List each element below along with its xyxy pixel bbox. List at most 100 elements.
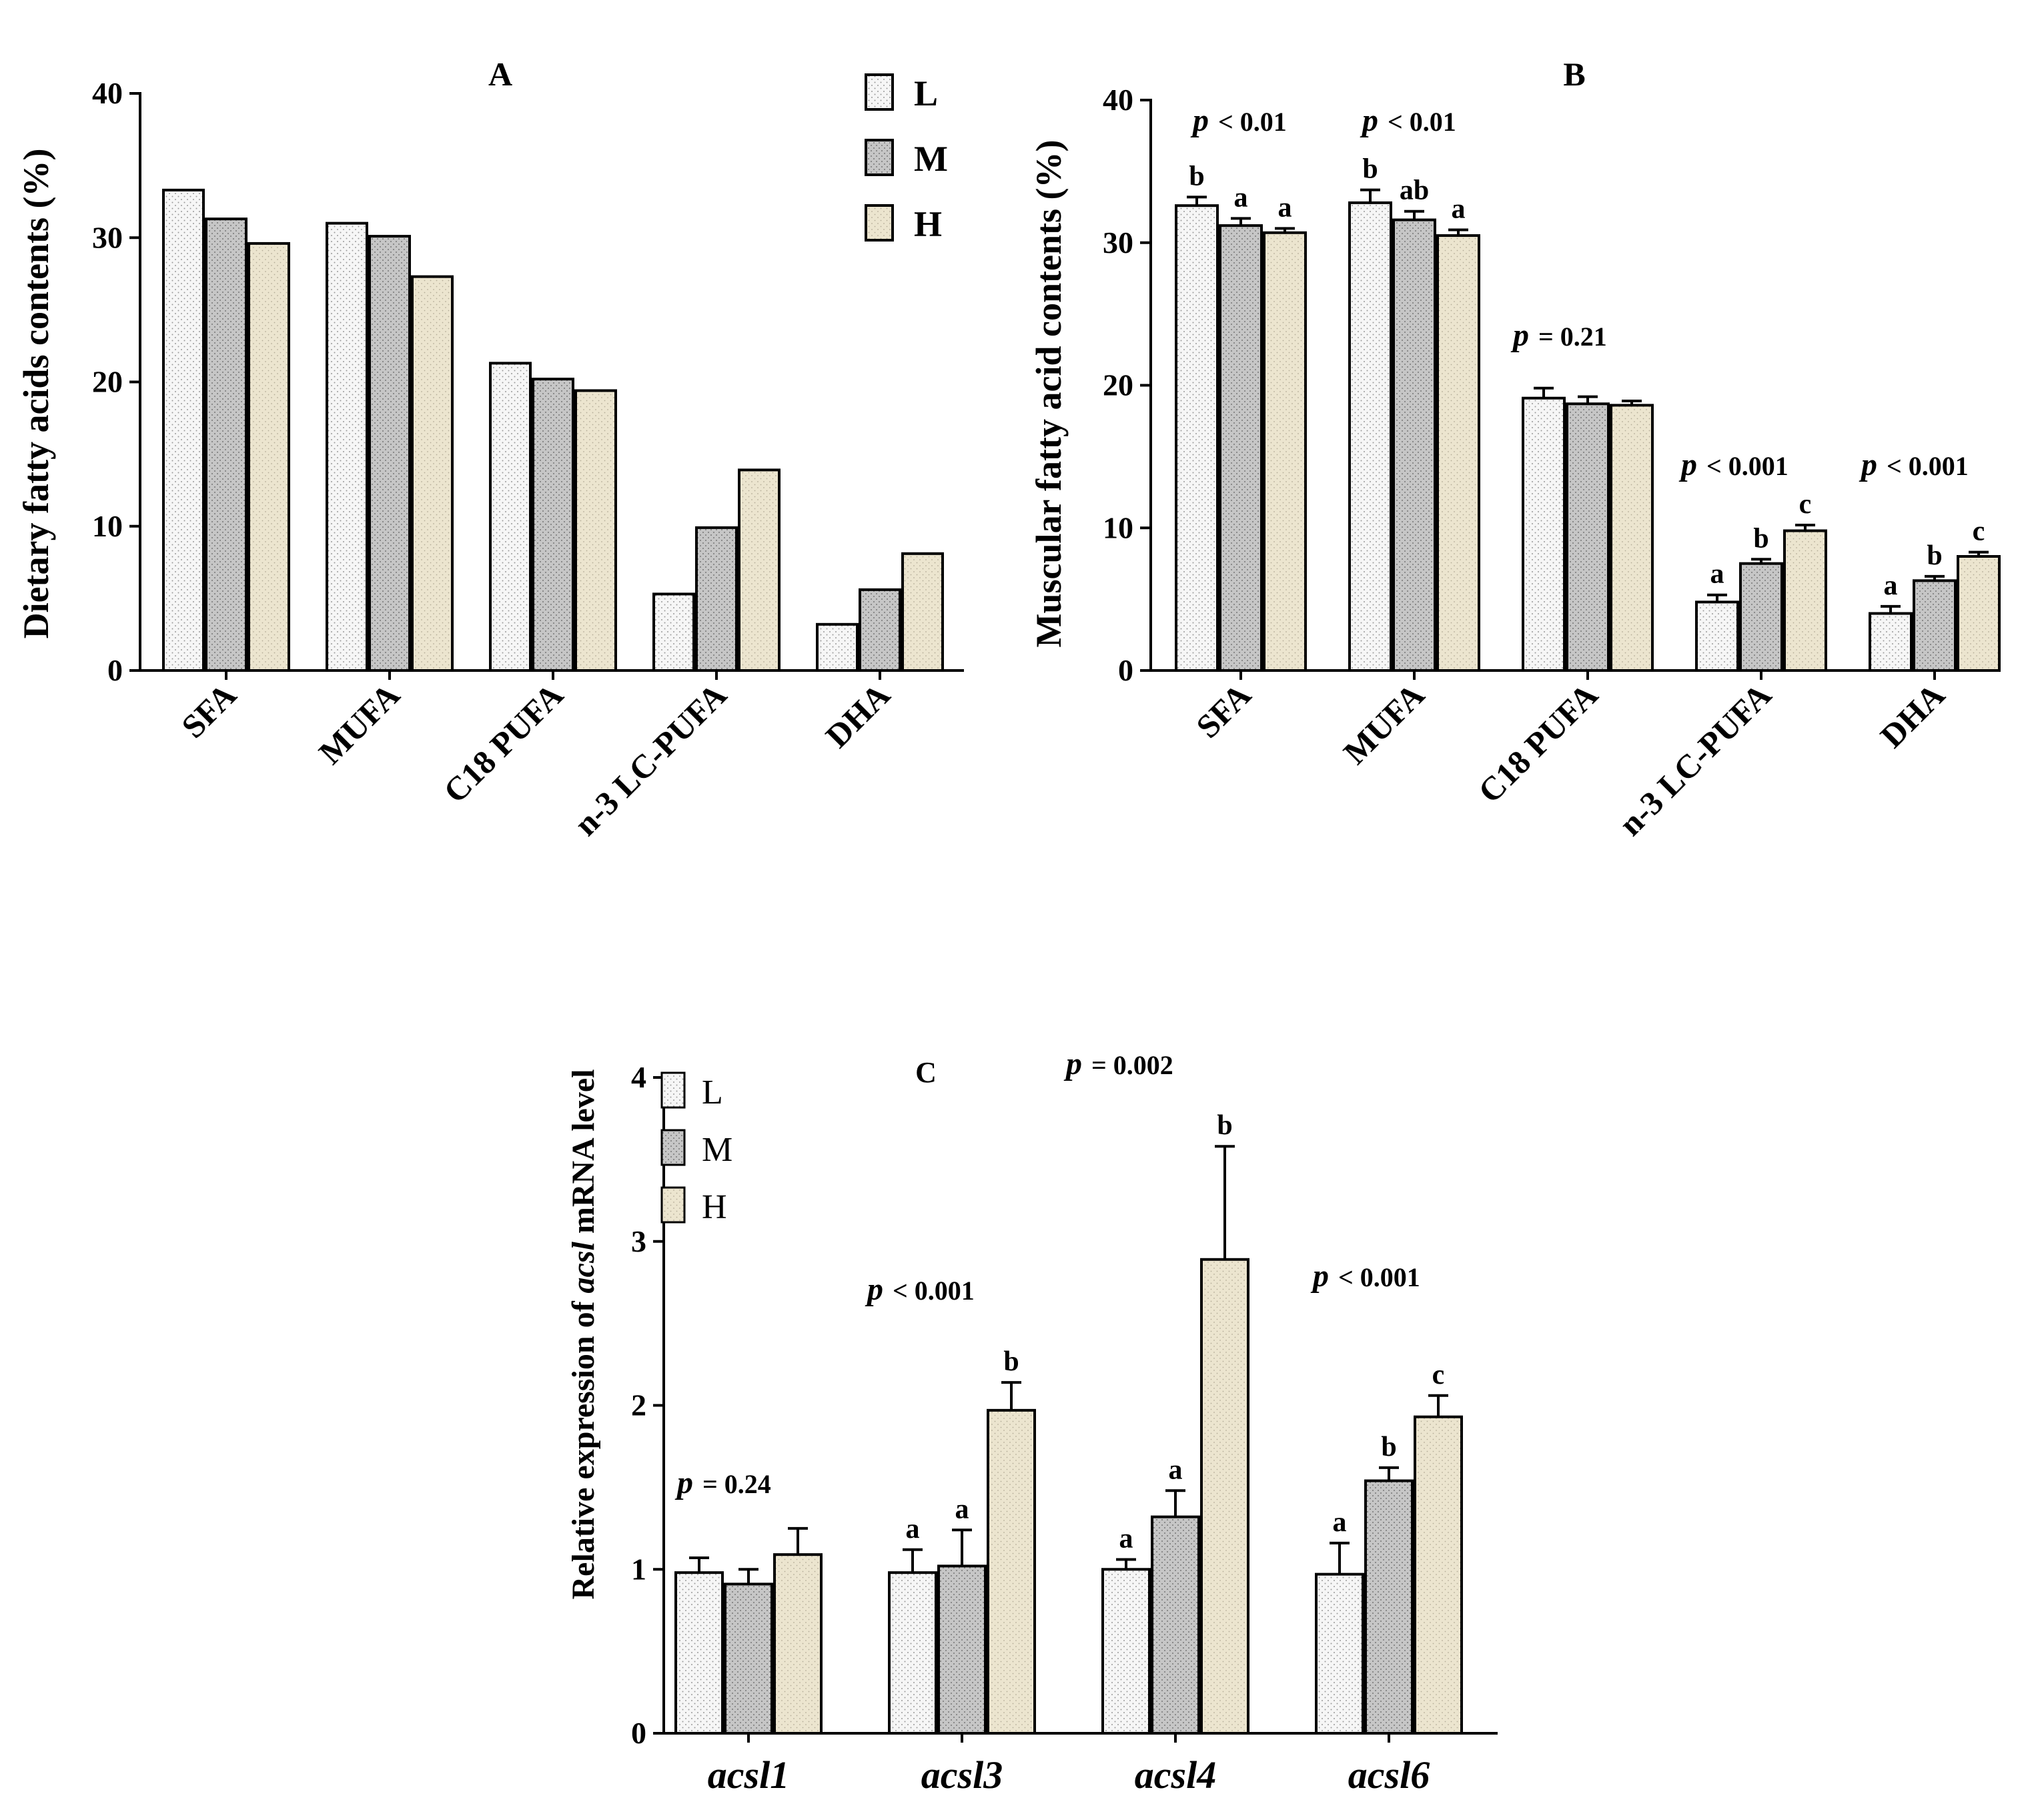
x-category-label: acsl1: [708, 1753, 789, 1797]
bar-h-sfa: [1263, 231, 1307, 672]
p-symbol: p: [1360, 103, 1378, 138]
p-value-text: < 0.001: [1706, 451, 1788, 481]
legend-swatch-l: [865, 73, 894, 111]
bar-m-c18-pufa: [532, 378, 574, 672]
x-category-label: acsl3: [921, 1753, 1003, 1797]
legend-label-h: H: [702, 1188, 727, 1226]
significance-letter: a: [1234, 182, 1248, 213]
p-value-annotation: p < 0.001: [1678, 447, 1788, 482]
significance-letter: a: [1884, 570, 1898, 601]
significance-letter: ab: [1400, 175, 1429, 206]
legend-label-m: M: [702, 1131, 732, 1169]
p-value-text: = 0.24: [702, 1469, 771, 1499]
significance-letter: a: [1333, 1507, 1347, 1538]
p-symbol: p: [1859, 447, 1877, 482]
panel-b-y-axis-label: Muscular fatty acid contents (%): [1029, 140, 1069, 648]
y-tick-label: 0: [1118, 653, 1133, 687]
significance-letter: b: [1362, 154, 1378, 185]
significance-letter: c: [1973, 516, 1985, 547]
legend-swatch-m: [865, 139, 894, 176]
y-tick-label: 30: [1103, 225, 1133, 260]
bar-m-n-3-lc-pufa: [695, 526, 738, 672]
significance-letter: a: [1119, 1524, 1133, 1554]
bar-m-mufa: [1392, 218, 1436, 672]
bar-l-c18-pufa: [489, 362, 532, 672]
bar-l-acsl6: [1315, 1572, 1364, 1735]
bar-l-acsl4: [1101, 1568, 1151, 1735]
significance-letter: b: [1381, 1432, 1396, 1462]
bar-h-sfa: [247, 242, 290, 672]
x-category-label: n-3 LC-PUFA: [567, 676, 734, 843]
p-symbol: p: [1190, 103, 1209, 138]
p-symbol: p: [1678, 447, 1697, 482]
bar-l-sfa: [1175, 204, 1219, 672]
bar-m-acsl6: [1364, 1479, 1414, 1735]
bar-l-dha: [1869, 612, 1913, 672]
bar-h-acsl1: [773, 1553, 823, 1735]
p-value-text: < 0.01: [1218, 107, 1287, 137]
panel-c-y-axis-label-pre: Relative expression of: [566, 1293, 601, 1599]
bar-h-c18-pufa: [1610, 404, 1654, 672]
p-symbol: p: [1310, 1258, 1329, 1294]
bar-l-n-3-lc-pufa: [652, 592, 695, 672]
legend-swatch-m: [660, 1129, 686, 1166]
bar-m-acsl1: [724, 1582, 773, 1735]
y-tick-label: 0: [631, 1716, 646, 1750]
bar-m-sfa: [205, 217, 247, 672]
significance-letter: a: [1169, 1454, 1183, 1485]
legend-label-l: L: [914, 73, 938, 113]
p-value-text: < 0.01: [1388, 107, 1456, 137]
bar-m-sfa: [1219, 224, 1263, 672]
y-tick-label: 20: [1103, 368, 1133, 402]
bar-m-acsl4: [1151, 1515, 1200, 1735]
panel-c-title: C: [915, 1056, 937, 1089]
legend-label-h: H: [914, 204, 942, 244]
bar-l-c18-pufa: [1522, 396, 1566, 672]
p-value-annotation: p < 0.001: [865, 1272, 975, 1307]
p-symbol: p: [1063, 1046, 1082, 1081]
y-tick-label: 0: [107, 653, 123, 687]
bar-m-c18-pufa: [1566, 402, 1610, 672]
bar-m-n-3-lc-pufa: [1739, 562, 1783, 672]
bar-l-dha: [816, 622, 859, 672]
legend-swatch-h: [660, 1186, 686, 1224]
bar-l-sfa: [162, 188, 205, 672]
panel-a-chart: A Dietary fatty acids contents (%) 0 10 20…: [16, 55, 964, 843]
significance-letter: a: [1278, 192, 1292, 223]
bar-h-dha: [1957, 555, 2001, 672]
panel-a-title: A: [488, 55, 512, 93]
x-category-label: MUFA: [312, 676, 407, 771]
p-value-text: < 0.001: [893, 1276, 975, 1306]
x-category-label: DHA: [819, 676, 897, 755]
x-category-label: n-3 LC-PUFA: [1612, 676, 1778, 843]
significance-letter: b: [1217, 1110, 1232, 1141]
bar-l-mufa: [326, 221, 368, 672]
significance-letter: b: [1753, 523, 1768, 554]
y-tick-label: 4: [631, 1060, 646, 1094]
y-tick-label: 10: [1103, 510, 1133, 544]
bar-m-acsl3: [937, 1564, 987, 1735]
y-tick-label: 30: [92, 220, 123, 254]
legend-label-l: L: [702, 1073, 723, 1111]
y-tick-label: 40: [1103, 83, 1133, 117]
p-value-text: = 0.002: [1091, 1050, 1173, 1080]
y-tick-label: 40: [92, 76, 123, 110]
significance-letter: b: [1927, 540, 1942, 571]
p-value-annotation: p < 0.001: [1310, 1258, 1420, 1294]
x-category-label: C18 PUFA: [436, 676, 570, 810]
bar-l-acsl1: [674, 1571, 724, 1735]
bar-m-mufa: [368, 235, 411, 672]
bar-l-n-3-lc-pufa: [1695, 600, 1739, 672]
significance-letter: a: [1710, 559, 1724, 590]
p-value-annotation: p < 0.01: [1360, 103, 1456, 138]
p-value-text: < 0.001: [1887, 451, 1969, 481]
bar-h-mufa: [411, 275, 454, 672]
panel-b-chart: B Muscular fatty acid contents (%) 0 10 20…: [1029, 55, 2001, 843]
legend-swatch-l: [660, 1071, 686, 1109]
x-category-label: SFA: [174, 676, 243, 745]
x-category-label: C18 PUFA: [1471, 676, 1605, 810]
significance-letter: c: [1432, 1360, 1445, 1390]
significance-letter: b: [1003, 1346, 1019, 1377]
x-category-label: acsl4: [1135, 1753, 1216, 1797]
panel-c-chart: C Relative expression of acsl mRNA level…: [566, 1046, 1498, 1797]
